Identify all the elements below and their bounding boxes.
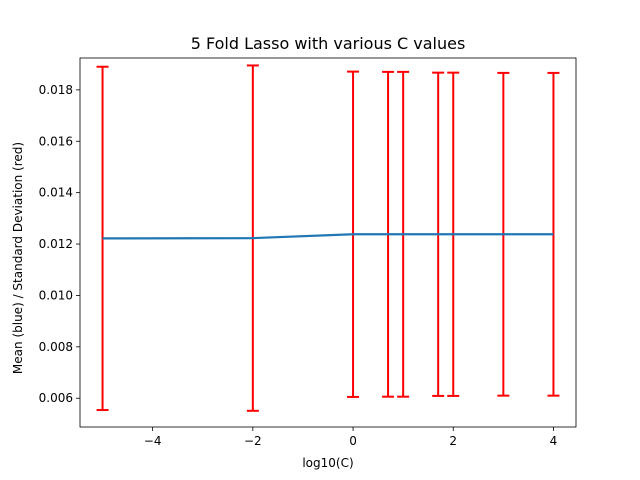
y-axis: 0.006 0.008 0.010 0.012 0.014 0.016 0.018 [39,83,80,405]
y-tick-label: 0.014 [39,186,73,200]
plot-area [96,64,560,412]
mean-line [102,233,554,240]
x-tick-label: 2 [449,434,457,448]
axes-frame [79,57,577,428]
y-tick-label: 0.008 [39,340,73,354]
y-tick-label: 0.012 [39,237,73,251]
x-axis-label: log10(C) [302,456,353,470]
chart-title: 5 Fold Lasso with various C values [191,34,466,53]
x-tick-label: 4 [550,434,558,448]
x-tick-label: −2 [244,434,262,448]
x-axis: −4 −2 0 2 4 [144,427,557,448]
y-tick-label: 0.006 [39,391,73,405]
x-tick-label: 0 [349,434,357,448]
y-tick-label: 0.016 [39,134,73,148]
x-tick-label: −4 [144,434,162,448]
y-tick-label: 0.010 [39,288,73,302]
y-axis-label: Mean (blue) / Standard Deviation (red) [11,142,25,374]
y-tick-label: 0.018 [39,83,73,97]
